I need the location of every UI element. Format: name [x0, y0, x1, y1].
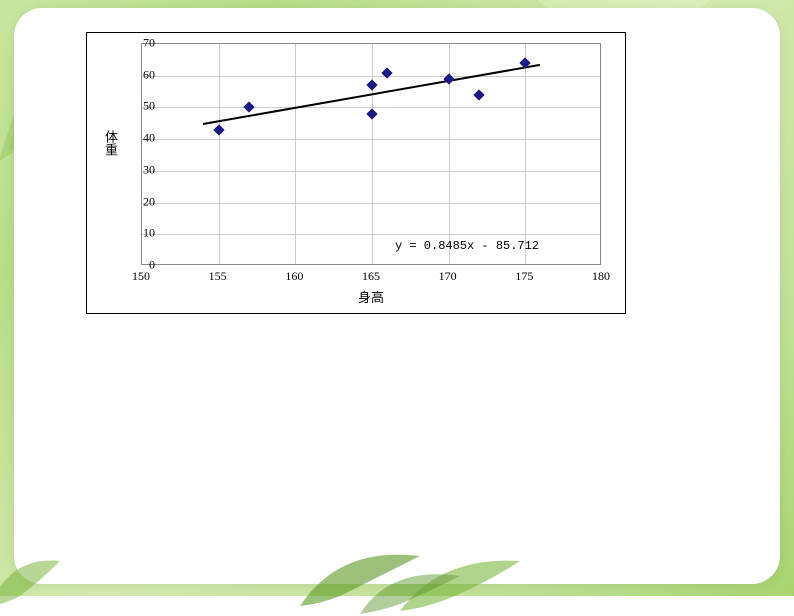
- data-point: [366, 108, 377, 119]
- x-tick-label: 180: [592, 269, 610, 284]
- y-tick-label: 30: [125, 162, 155, 177]
- regression-equation: y = 0.8485x - 85.712: [395, 239, 539, 253]
- y-tick-label: 10: [125, 226, 155, 241]
- chart-frame: y = 0.8485x - 85.712 体重 身高 0102030405060…: [86, 32, 626, 314]
- data-point: [474, 89, 485, 100]
- x-tick-label: 170: [439, 269, 457, 284]
- x-axis-label: 身高: [141, 287, 601, 306]
- leaf-bottom-left-icon: [0, 536, 100, 616]
- y-tick-label: 60: [125, 67, 155, 82]
- gridline-horizontal: [142, 171, 600, 172]
- leaf-bottom-center-icon: [280, 526, 560, 616]
- gridline-horizontal: [142, 76, 600, 77]
- y-tick-label: 70: [125, 36, 155, 51]
- y-axis-label: 体重: [101, 130, 120, 156]
- gridline-vertical: [372, 44, 373, 264]
- gridline-vertical: [295, 44, 296, 264]
- data-point: [213, 124, 224, 135]
- y-tick-label: 20: [125, 194, 155, 209]
- x-tick-label: 155: [209, 269, 227, 284]
- plot-area: y = 0.8485x - 85.712: [141, 43, 601, 265]
- data-point: [244, 102, 255, 113]
- content-card: y = 0.8485x - 85.712 体重 身高 0102030405060…: [14, 8, 780, 584]
- x-tick-label: 160: [285, 269, 303, 284]
- y-tick-label: 50: [125, 99, 155, 114]
- x-tick-label: 175: [515, 269, 533, 284]
- gridline-horizontal: [142, 234, 600, 235]
- gridline-vertical: [525, 44, 526, 264]
- y-tick-label: 40: [125, 131, 155, 146]
- data-point: [366, 80, 377, 91]
- gridline-vertical: [219, 44, 220, 264]
- gridline-horizontal: [142, 139, 600, 140]
- x-tick-label: 150: [132, 269, 150, 284]
- gridline-horizontal: [142, 203, 600, 204]
- x-tick-label: 165: [362, 269, 380, 284]
